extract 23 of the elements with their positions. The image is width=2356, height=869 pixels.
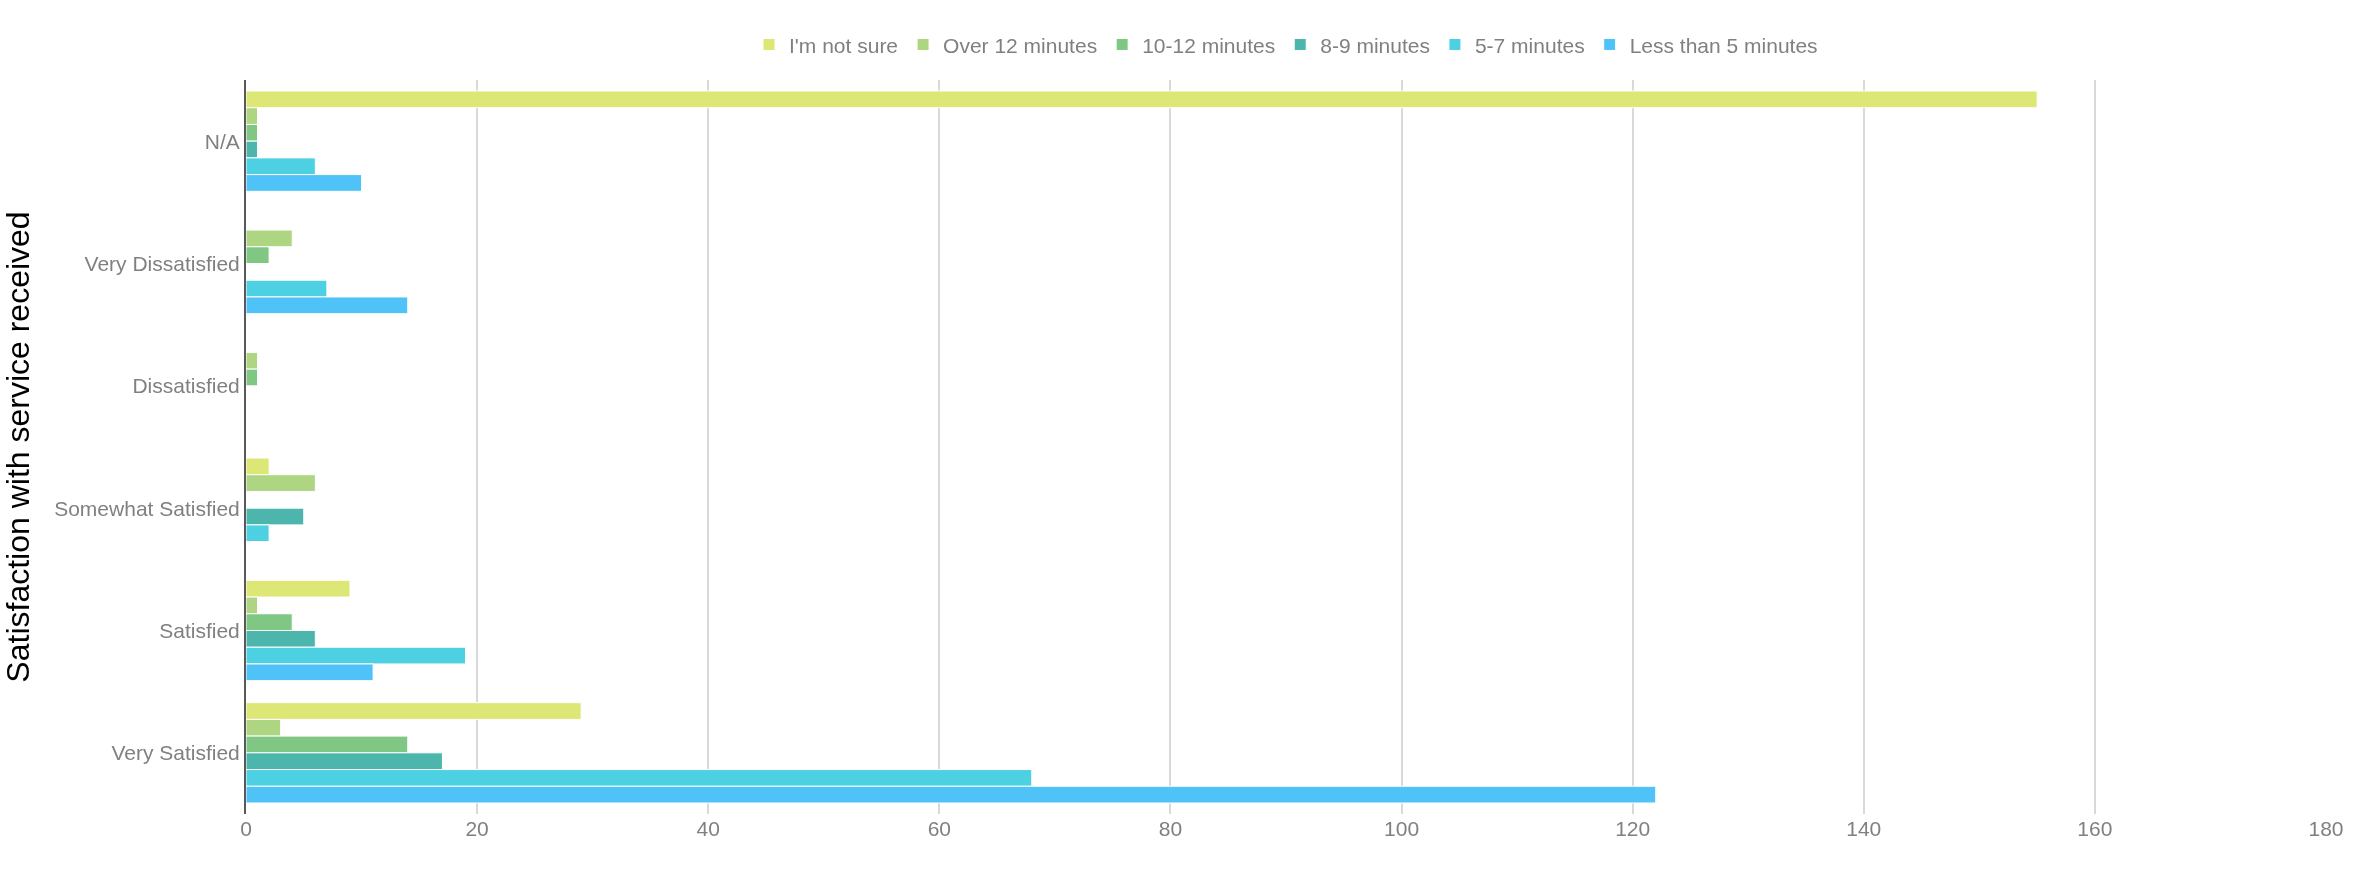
- x-tick-label: 100: [1384, 817, 1420, 840]
- y-tick-label: Dissatisfied: [132, 374, 240, 398]
- legend-label: I'm not sure: [789, 33, 899, 57]
- y-axis-title: Satisfaction with service received: [0, 211, 36, 683]
- x-tick-label: 0: [240, 817, 252, 840]
- x-tick-label: 80: [1158, 817, 1183, 840]
- x-tick-label: 20: [465, 817, 489, 840]
- x-tick-label: 40: [696, 817, 720, 840]
- legend-label: Less than 5 minutes: [1629, 33, 1818, 57]
- legend-label: Over 12 minutes: [943, 33, 1098, 57]
- x-tick-label: 180: [2308, 817, 2344, 840]
- y-tick-label: Somewhat Satisfied: [54, 496, 240, 520]
- x-tick-label: 160: [2077, 817, 2113, 840]
- x-tick-label: 120: [1615, 817, 1651, 840]
- legend-label: 10-12 minutes: [1142, 33, 1276, 57]
- y-tick-label: Very Dissatisfied: [84, 251, 240, 275]
- legend-label: 8-9 minutes: [1320, 33, 1430, 57]
- x-tick-label: 60: [927, 817, 952, 840]
- y-tick-label: N/A: [204, 129, 240, 153]
- x-tick-label: 140: [1846, 817, 1882, 840]
- y-tick-label: Very Satisfied: [111, 741, 240, 765]
- legend-label: 5-7 minutes: [1474, 33, 1585, 57]
- y-tick-label: Satisfied: [159, 618, 240, 642]
